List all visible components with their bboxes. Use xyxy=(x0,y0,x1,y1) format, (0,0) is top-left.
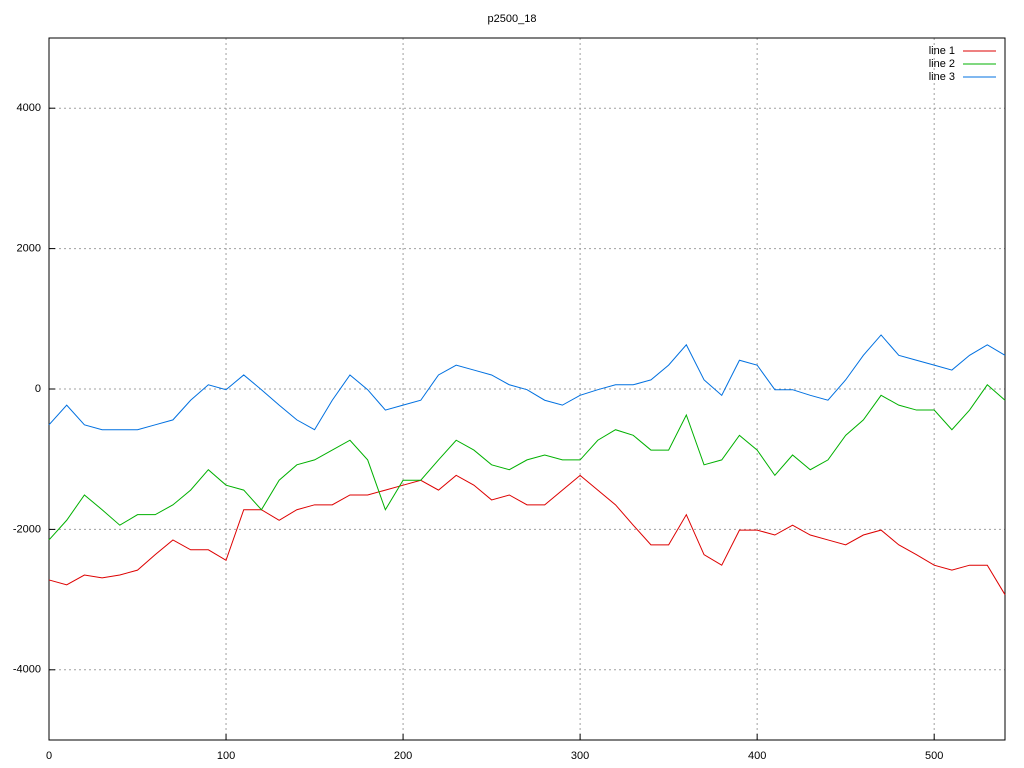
legend-label: line 2 xyxy=(929,58,955,70)
x-tick-label: 200 xyxy=(394,750,412,762)
x-tick-label: 100 xyxy=(217,750,235,762)
y-tick-label: 2000 xyxy=(17,243,41,255)
x-tick-label: 0 xyxy=(46,750,52,762)
data-line xyxy=(48,474,1006,595)
chart-title: p2500_18 xyxy=(488,13,537,25)
data-line xyxy=(48,334,1006,431)
legend-label: line 3 xyxy=(929,71,955,83)
data-line xyxy=(48,384,1006,541)
x-tick-label: 500 xyxy=(925,750,943,762)
y-tick-label: -2000 xyxy=(13,523,41,535)
plot-border xyxy=(48,37,1006,741)
y-tick-label: -4000 xyxy=(13,664,41,676)
y-tick-label: 4000 xyxy=(17,102,41,114)
legend-label: line 1 xyxy=(929,45,955,57)
y-tick-label: 0 xyxy=(35,383,41,395)
x-tick-label: 400 xyxy=(748,750,766,762)
x-tick-label: 300 xyxy=(571,750,589,762)
